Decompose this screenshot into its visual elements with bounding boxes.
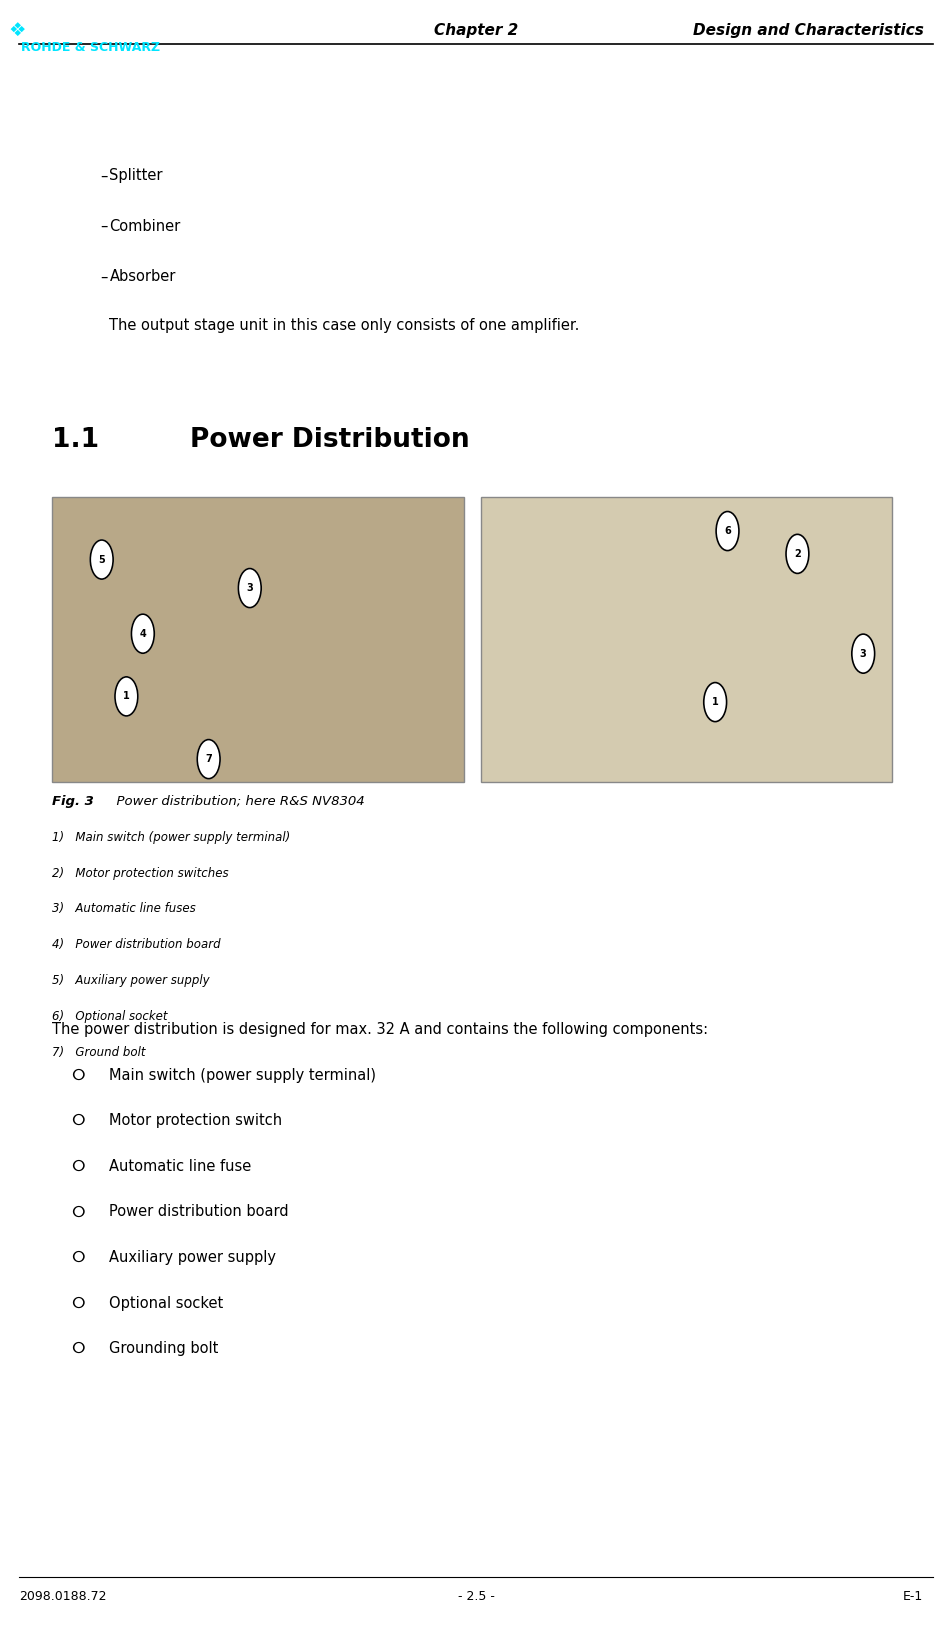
Text: - 2.5 -: - 2.5 - (458, 1590, 494, 1603)
Text: Chapter 2: Chapter 2 (434, 23, 518, 39)
Text: ROHDE & SCHWARZ: ROHDE & SCHWARZ (21, 41, 160, 54)
Text: 3: 3 (247, 583, 253, 593)
Text: –: – (100, 168, 108, 184)
Text: 1: 1 (123, 691, 129, 702)
Text: Main switch (power supply terminal): Main switch (power supply terminal) (109, 1067, 376, 1083)
Text: ⵔ: ⵔ (71, 1158, 85, 1175)
Text: Splitter: Splitter (109, 168, 163, 184)
Text: 4)   Power distribution board: 4) Power distribution board (52, 938, 221, 951)
FancyBboxPatch shape (52, 497, 464, 782)
Text: Automatic line fuse: Automatic line fuse (109, 1158, 251, 1175)
Text: 2)   Motor protection switches: 2) Motor protection switches (52, 867, 229, 880)
Text: The output stage unit in this case only consists of one amplifier.: The output stage unit in this case only … (109, 318, 580, 334)
Text: ⵔ: ⵔ (71, 1204, 85, 1220)
Circle shape (238, 569, 261, 608)
Text: The power distribution is designed for max. 32 A and contains the following comp: The power distribution is designed for m… (52, 1021, 708, 1038)
Text: ⵔ: ⵔ (71, 1249, 85, 1266)
Text: Power Distribution: Power Distribution (190, 427, 470, 453)
Text: 2: 2 (794, 549, 801, 559)
Text: ⵔ: ⵔ (71, 1295, 85, 1311)
Text: 6)   Optional socket: 6) Optional socket (52, 1010, 168, 1023)
FancyBboxPatch shape (481, 497, 892, 782)
Text: Fig. 3: Fig. 3 (52, 795, 94, 808)
Text: 1)   Main switch (power supply terminal): 1) Main switch (power supply terminal) (52, 831, 290, 844)
Text: Power distribution board: Power distribution board (109, 1204, 289, 1220)
Text: E-1: E-1 (903, 1590, 923, 1603)
Text: Optional socket: Optional socket (109, 1295, 224, 1311)
Text: 7: 7 (206, 754, 212, 764)
Circle shape (786, 534, 809, 573)
Text: 5)   Auxiliary power supply: 5) Auxiliary power supply (52, 974, 210, 987)
Text: –: – (100, 218, 108, 235)
Text: ❖: ❖ (9, 21, 26, 41)
Text: ⵔ: ⵔ (71, 1113, 85, 1129)
Circle shape (852, 634, 875, 673)
Text: 3: 3 (860, 648, 866, 658)
Text: 5: 5 (98, 554, 105, 565)
Text: –: – (100, 269, 108, 285)
Text: Auxiliary power supply: Auxiliary power supply (109, 1249, 276, 1266)
Text: Motor protection switch: Motor protection switch (109, 1113, 283, 1129)
Circle shape (704, 683, 726, 722)
Text: 2098.0188.72: 2098.0188.72 (19, 1590, 107, 1603)
Text: Design and Characteristics: Design and Characteristics (692, 23, 923, 39)
Circle shape (197, 740, 220, 779)
Text: 1.1: 1.1 (52, 427, 100, 453)
Text: ⵔ: ⵔ (71, 1067, 85, 1083)
Circle shape (90, 541, 113, 580)
Text: 7)   Ground bolt: 7) Ground bolt (52, 1046, 146, 1059)
Circle shape (131, 614, 154, 653)
Text: Combiner: Combiner (109, 218, 181, 235)
Text: Absorber: Absorber (109, 269, 176, 285)
Text: 4: 4 (139, 629, 147, 639)
Text: Power distribution; here R&S NV8304: Power distribution; here R&S NV8304 (108, 795, 365, 808)
Text: 1: 1 (712, 697, 719, 707)
Circle shape (716, 512, 739, 551)
Text: Grounding bolt: Grounding bolt (109, 1341, 219, 1357)
Text: 6: 6 (724, 526, 731, 536)
Text: ⵔ: ⵔ (71, 1341, 85, 1357)
Circle shape (115, 678, 138, 717)
Text: 3)   Automatic line fuses: 3) Automatic line fuses (52, 902, 196, 915)
